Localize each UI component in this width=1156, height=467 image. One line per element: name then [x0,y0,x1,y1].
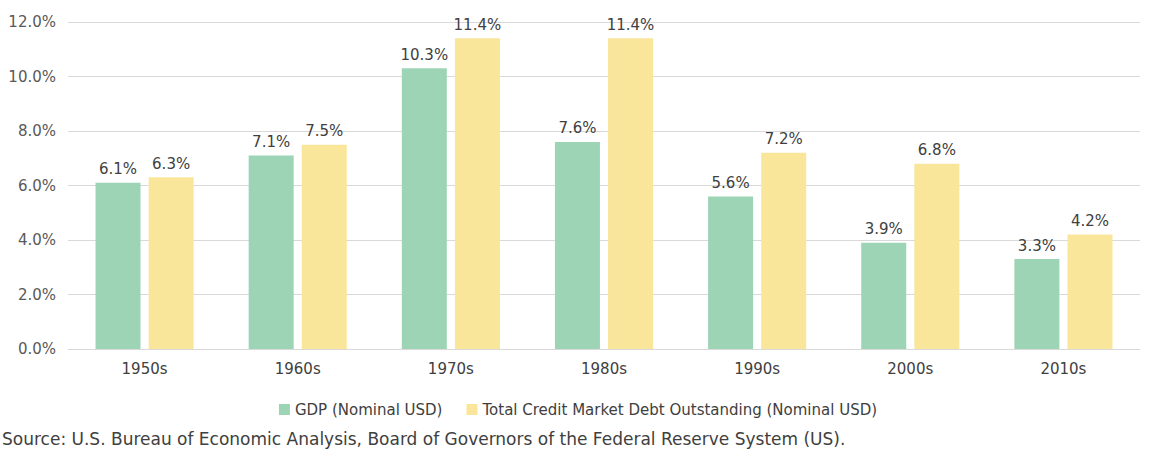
svg-text:1960s: 1960s [275,360,321,378]
svg-text:1970s: 1970s [428,360,474,378]
svg-text:1950s: 1950s [122,360,168,378]
svg-text:6.8%: 6.8% [918,141,956,159]
svg-text:3.9%: 3.9% [865,220,903,238]
svg-text:Total Credit Market Debt Outst: Total Credit Market Debt Outstanding (No… [481,401,877,419]
svg-text:11.4%: 11.4% [607,16,655,34]
svg-text:4.2%: 4.2% [1071,212,1109,230]
svg-text:5.6%: 5.6% [712,174,750,192]
svg-text:4.0%: 4.0% [18,231,56,249]
svg-text:0.0%: 0.0% [18,340,56,358]
svg-text:10.0%: 10.0% [8,68,56,86]
svg-text:6.1%: 6.1% [99,160,137,178]
svg-text:7.5%: 7.5% [305,122,343,140]
svg-text:2.0%: 2.0% [18,286,56,304]
svg-text:10.3%: 10.3% [400,46,448,64]
svg-text:6.3%: 6.3% [152,155,190,173]
svg-text:1990s: 1990s [734,360,780,378]
svg-text:11.4%: 11.4% [454,16,502,34]
svg-text:7.1%: 7.1% [252,133,290,151]
svg-text:6.0%: 6.0% [18,177,56,195]
svg-text:12.0%: 12.0% [8,13,56,31]
svg-text:1980s: 1980s [581,360,627,378]
svg-text:GDP (Nominal USD): GDP (Nominal USD) [295,401,443,419]
svg-text:2000s: 2000s [887,360,933,378]
svg-text:7.6%: 7.6% [558,119,596,137]
svg-text:2010s: 2010s [1040,360,1086,378]
svg-text:Source: U.S. Bureau of Economi: Source: U.S. Bureau of Economic Analysis… [2,429,845,449]
svg-text:8.0%: 8.0% [18,122,56,140]
svg-text:3.3%: 3.3% [1018,237,1056,255]
svg-text:7.2%: 7.2% [765,130,803,148]
